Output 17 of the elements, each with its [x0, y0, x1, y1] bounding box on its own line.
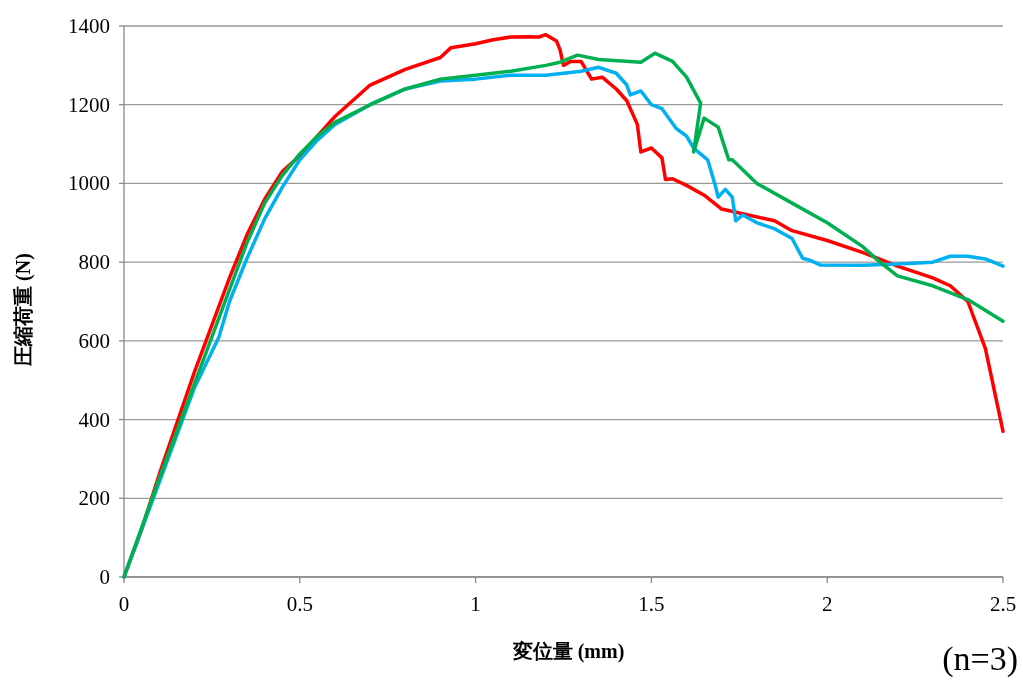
y-tick-label: 600	[78, 328, 110, 353]
x-tick-label: 1.5	[638, 592, 665, 616]
y-tick-label: 800	[78, 250, 110, 275]
y-tick-label: 1400	[68, 14, 110, 38]
y-tick-label: 400	[78, 407, 110, 432]
y-tick-label: 0	[99, 565, 110, 589]
x-tick-label: 0.5	[286, 592, 313, 616]
x-tick-label: 2	[821, 592, 833, 616]
y-tick-label: 1200	[68, 92, 110, 117]
x-tick-label: 0	[118, 592, 130, 616]
y-axis-title: 圧縮荷重 (N)	[12, 253, 35, 367]
text: (n=3)	[942, 640, 1018, 678]
x-axis-title: 変位量 (mm)	[511, 640, 625, 663]
x-tick-label: 2.5	[989, 592, 1017, 616]
x-tick-label: 1	[470, 592, 481, 616]
y-tick-label: 200	[78, 486, 110, 511]
y-tick-label: 1000	[68, 171, 110, 196]
